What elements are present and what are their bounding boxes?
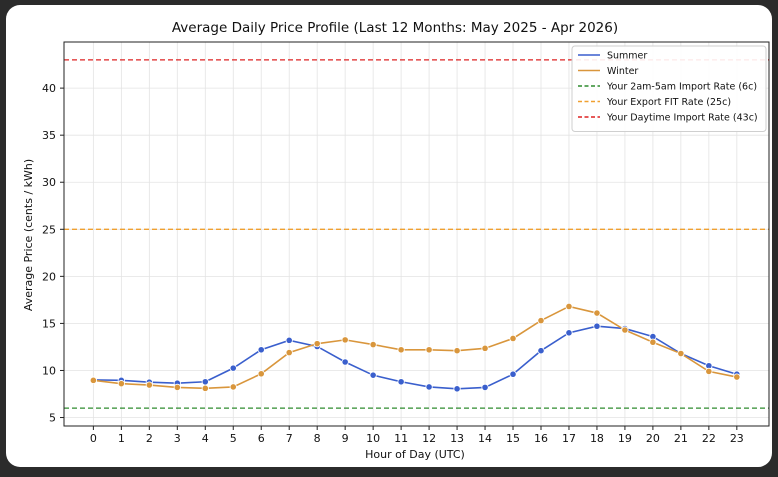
chart-card: 0 1 2 3 4 5 6 7 8 9 10 11 12 13 14 15 16 17 18 19 20 21 22 23 5… [6, 5, 772, 467]
legend-label: Your Daytime Import Rate (43c) [606, 113, 758, 124]
x-tick-label: 5 [230, 432, 237, 445]
x-tick-label: 14 [478, 432, 492, 445]
data-point [565, 302, 573, 311]
axes [63, 41, 770, 427]
x-tick-label: 0 [90, 432, 97, 445]
x-tick-label: 23 [730, 432, 744, 445]
data-point [397, 378, 405, 386]
y-tick-label: 30 [42, 176, 56, 189]
data-point [229, 364, 237, 372]
data-point [453, 385, 461, 393]
data-point [425, 346, 433, 354]
data-point [621, 326, 629, 334]
x-tick-label: 2 [146, 432, 153, 445]
data-point [285, 336, 293, 344]
x-tick-label: 10 [366, 432, 380, 445]
x-tick-label: 15 [506, 432, 520, 445]
x-tick-label: 20 [646, 432, 660, 445]
series-lines [93, 305, 738, 390]
chart-title: Average Daily Price Profile (Last 12 Mon… [172, 20, 618, 36]
data-point [145, 381, 153, 389]
data-point [257, 370, 265, 378]
x-tick-label: 7 [286, 432, 293, 445]
x-tick-label: 8 [314, 432, 321, 445]
data-point [369, 371, 377, 379]
data-point [257, 346, 265, 354]
x-ticks: 0 1 2 3 4 5 6 7 8 9 10 11 12 13 14 15 16 17 18 19 20 21 22 23 [90, 426, 744, 445]
x-tick-label: 16 [534, 432, 548, 445]
x-tick-label: 4 [202, 432, 209, 445]
legend-label: Your 2am-5am Import Rate (6c) [606, 82, 757, 93]
x-tick-label: 17 [562, 432, 576, 445]
x-tick-label: 3 [174, 432, 181, 445]
series-line [93, 325, 738, 390]
data-point [397, 346, 405, 354]
data-point [537, 316, 545, 325]
data-point [201, 378, 209, 386]
x-tick-label: 22 [702, 432, 716, 445]
y-tick-label: 25 [42, 223, 56, 236]
plot-frame [63, 41, 770, 427]
y-tick-label: 20 [42, 270, 56, 283]
x-tick-label: 13 [450, 432, 464, 445]
data-point [89, 376, 97, 384]
x-tick-label: 1 [118, 432, 125, 445]
y-tick-label: 35 [42, 129, 56, 142]
y-axis-label: Average Price (cents / kWh) [22, 159, 35, 311]
x-tick-label: 18 [590, 432, 604, 445]
data-point [285, 348, 293, 357]
y-tick-label: 10 [42, 364, 56, 377]
x-axis-label: Hour of Day (UTC) [365, 448, 465, 461]
data-point [649, 338, 657, 346]
data-point [117, 380, 125, 388]
data-point [537, 347, 545, 355]
x-tick-label: 12 [422, 432, 436, 445]
y-tick-label: 15 [42, 317, 56, 330]
series-points [89, 302, 741, 393]
data-point [313, 340, 321, 348]
data-point [201, 384, 209, 392]
data-point [677, 349, 685, 358]
data-point [481, 383, 489, 392]
data-point [509, 370, 517, 378]
legend: Summer Winter Your 2am-5am Import Rate (6c… [571, 45, 767, 132]
data-point [369, 340, 377, 349]
y-tick-label: 5 [49, 412, 56, 425]
series-line [93, 305, 737, 390]
x-tick-label: 19 [618, 432, 632, 445]
x-tick-label: 6 [258, 432, 265, 445]
data-point [481, 344, 489, 352]
legend-label: Winter [607, 66, 638, 77]
y-tick-label: 40 [42, 82, 56, 95]
legend-label: Your Export FIT Rate (25c) [606, 97, 731, 108]
x-tick-label: 11 [394, 432, 408, 445]
x-tick-label: 9 [342, 432, 349, 445]
data-point [173, 383, 181, 392]
legend-label: Summer [607, 51, 647, 62]
y-ticks: 5 10 15 20 25 30 35 40 [42, 82, 64, 425]
data-point [565, 329, 573, 337]
data-point [425, 383, 433, 391]
chart-svg: 0 1 2 3 4 5 6 7 8 9 10 11 12 13 14 15 16 17 18 19 20 21 22 23 5… [22, 20, 770, 461]
data-point [509, 334, 517, 343]
data-point [705, 367, 713, 376]
x-tick-label: 21 [674, 432, 688, 445]
data-point [593, 309, 601, 317]
legend-box [571, 45, 767, 132]
data-point [593, 322, 601, 330]
data-point [341, 336, 349, 344]
data-point [453, 347, 461, 355]
data-point [733, 373, 741, 381]
data-point [229, 383, 237, 391]
data-point [341, 358, 349, 366]
